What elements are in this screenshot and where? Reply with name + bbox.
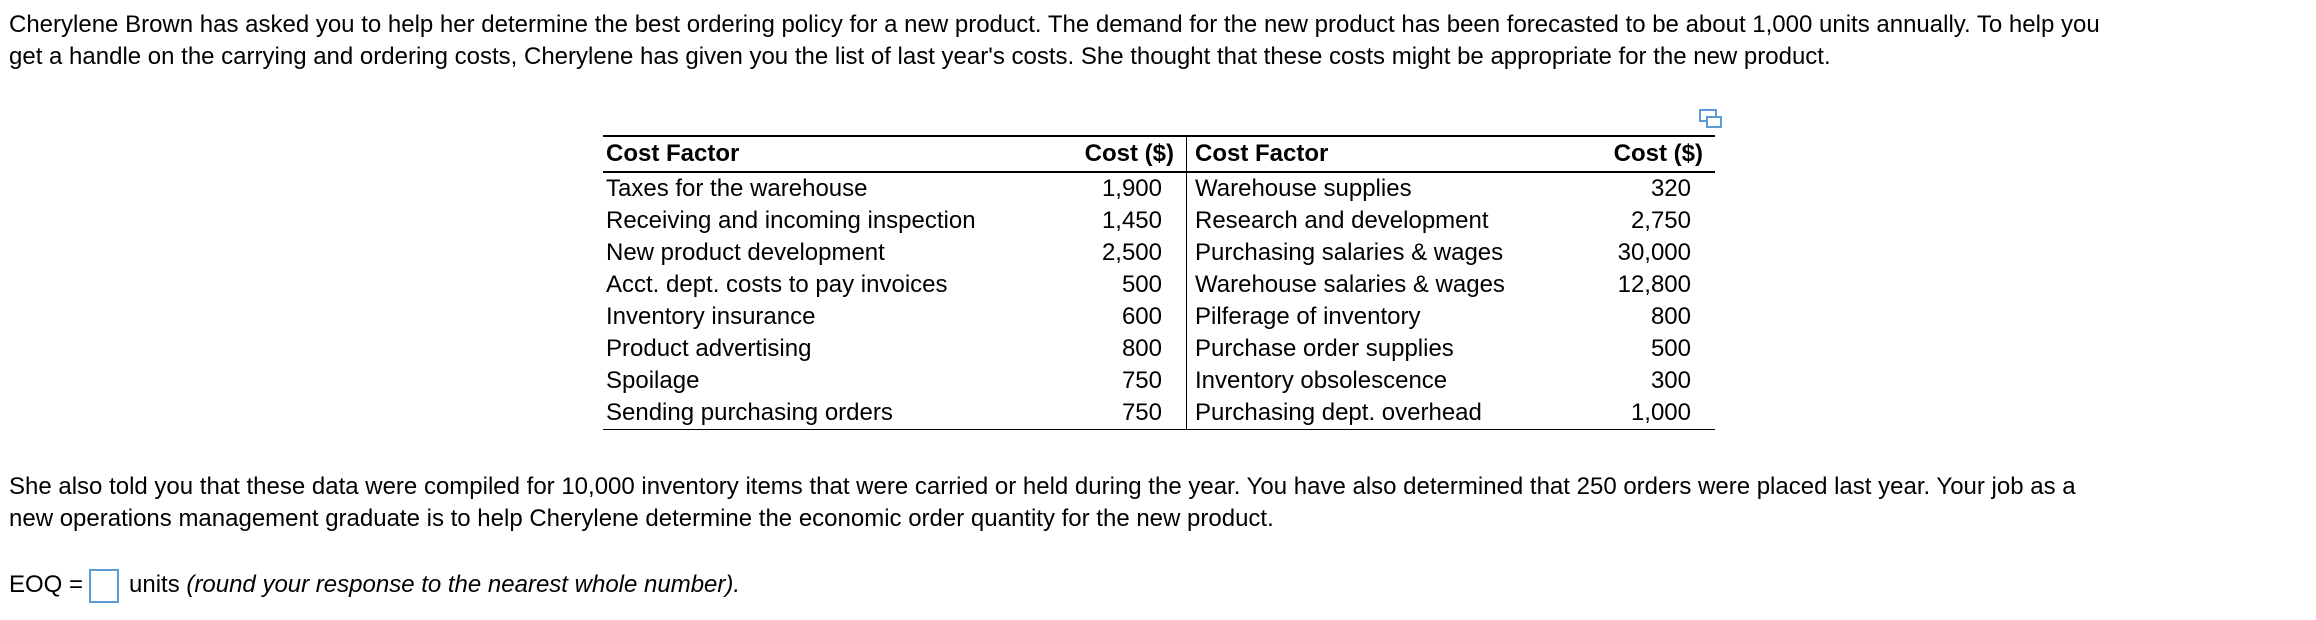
table-row: Sending purchasing orders 750 Purchasing d… <box>603 397 1715 430</box>
cost-cell: 12,800 <box>1617 271 1691 298</box>
cost-cell: 320 <box>1650 175 1691 202</box>
table-row: Product advertising 800 Purchase order sup… <box>603 333 1715 365</box>
factor-cell: Inventory obsolescence <box>1195 367 1448 394</box>
outro-line: She also told you that these data were c… <box>9 473 2076 500</box>
header-row: Cost Factor Cost ($) Cost Factor Cost ($) <box>603 135 1715 173</box>
factor-cell: Warehouse salaries & wages <box>1195 271 1505 298</box>
factor-cell: Acct. dept. costs to pay invoices <box>606 271 948 298</box>
answer-label: EOQ = <box>9 571 84 598</box>
cost-cell: 750 <box>1049 397 1187 430</box>
factor-cell: Receiving and incoming inspection <box>606 207 976 234</box>
table-row: Acct. dept. costs to pay invoices 500 Ware… <box>603 269 1715 301</box>
cost-cell: 800 <box>1049 333 1187 365</box>
column-header: Cost ($) <box>1049 135 1187 173</box>
instruction: (round your response to the nearest whol… <box>186 571 741 598</box>
table-row: Inventory insurance 600 Pilferage of inven… <box>603 301 1715 333</box>
cost-cell: 1,450 <box>1049 205 1187 237</box>
column-header: Cost Factor <box>603 135 1049 173</box>
cost-cell: 30,000 <box>1617 239 1691 266</box>
factor-cell: Research and development <box>1195 207 1489 234</box>
table-row: Taxes for the warehouse 1,900 Warehouse su… <box>603 172 1715 205</box>
table-row: New product development 2,500 Purchasing s… <box>603 237 1715 269</box>
cost-cell: 2,500 <box>1049 237 1187 269</box>
cost-cell: 500 <box>1650 335 1691 362</box>
factor-cell: Taxes for the warehouse <box>606 175 868 202</box>
column-header: Cost Factor <box>1186 135 1578 173</box>
cost-cell: 600 <box>1049 301 1187 333</box>
factor-cell: New product development <box>606 239 885 266</box>
factor-cell: Warehouse supplies <box>1195 175 1412 202</box>
table-row: Spoilage 750 Inventory obsolescence 300 <box>603 365 1715 397</box>
cost-cell: 300 <box>1650 367 1691 394</box>
cost-cell: 500 <box>1049 269 1187 301</box>
intro-line: Cherylene Brown has asked you to help he… <box>9 11 2100 38</box>
factor-cell: Spoilage <box>606 367 700 394</box>
answer-input[interactable] <box>89 568 120 603</box>
outro-line: new operations management graduate is to… <box>9 505 1274 532</box>
units: units <box>129 571 180 598</box>
cost-cell: 750 <box>1049 365 1187 397</box>
factor-cell: Pilferage of inventory <box>1195 303 1421 330</box>
cost-table: Cost Factor Cost ($) Cost Factor Cost ($) T… <box>603 135 1715 430</box>
cost-cell: 800 <box>1650 303 1691 330</box>
factor-cell: Sending purchasing orders <box>603 397 1049 430</box>
factor-cell: Purchase order supplies <box>1195 335 1454 362</box>
cost-cell: 1,000 <box>1578 397 1715 430</box>
factor-cell: Product advertising <box>606 335 812 362</box>
intro-line: get a handle on the carrying and orderin… <box>9 43 1831 70</box>
answer-row: EOQ = units (round your response to the n… <box>9 568 740 603</box>
expand-icon[interactable] <box>1698 108 1724 130</box>
factor-cell: Inventory insurance <box>606 303 816 330</box>
factor-cell: Purchasing dept. overhead <box>1186 397 1578 430</box>
table-row: Receiving and incoming inspection 1,450 Re… <box>603 205 1715 237</box>
cost-cell: 1,900 <box>1049 172 1187 205</box>
cost-cell: 2,750 <box>1630 207 1691 234</box>
factor-cell: Purchasing salaries & wages <box>1195 239 1504 266</box>
column-header: Cost ($) <box>1578 135 1715 173</box>
